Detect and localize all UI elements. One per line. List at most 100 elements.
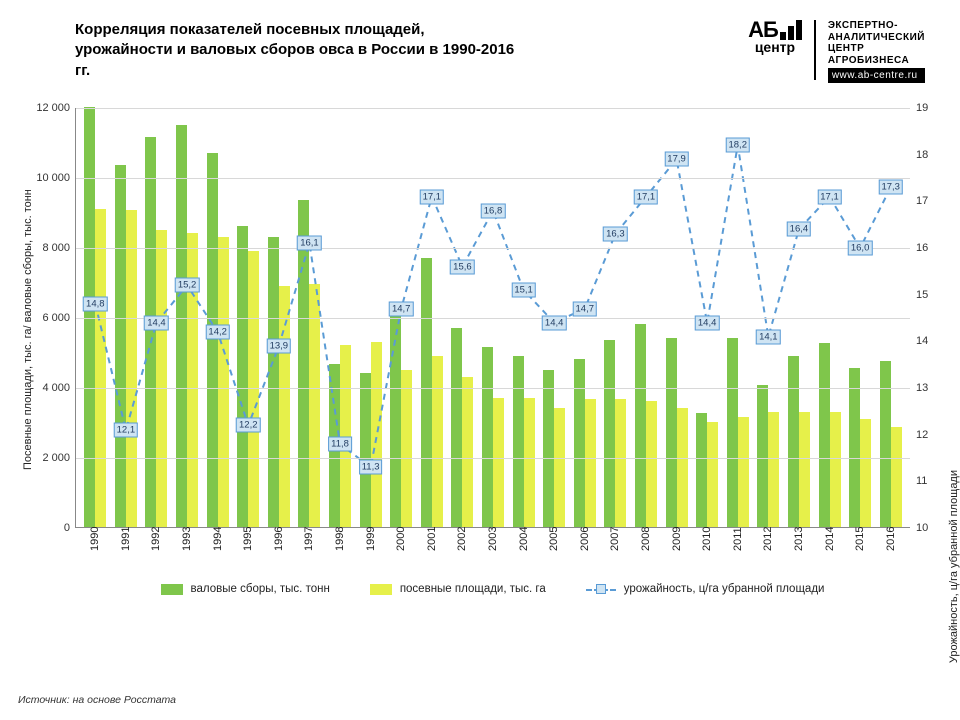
bar-area bbox=[156, 230, 167, 528]
y1-axis-title: Посевные площади, тыс. га/ валовые сборы… bbox=[22, 189, 34, 470]
x-tick-label: 2014 bbox=[824, 527, 836, 551]
y1-tick-label: 8 000 bbox=[42, 242, 76, 254]
bar-gross bbox=[574, 359, 585, 527]
legend-gross: валовые сборы, тыс. тонн bbox=[161, 583, 330, 595]
legend-area: посевные площади, тыс. га bbox=[370, 583, 546, 595]
y2-tick-label: 12 bbox=[910, 429, 928, 441]
plot-area: 1990199119921993199419951996199719981999… bbox=[75, 108, 910, 528]
x-tick-label: 2005 bbox=[548, 527, 560, 551]
y2-tick-label: 14 bbox=[910, 335, 928, 347]
y2-tick-label: 18 bbox=[910, 149, 928, 161]
bar-area bbox=[738, 417, 749, 527]
x-tick-label: 1993 bbox=[181, 527, 193, 551]
bar-gross bbox=[145, 137, 156, 527]
bar-area bbox=[891, 427, 902, 527]
y1-tick-label: 0 bbox=[64, 522, 76, 534]
y1-tick-label: 12 000 bbox=[36, 102, 76, 114]
bar-area bbox=[707, 422, 718, 527]
gridline bbox=[76, 178, 910, 179]
x-tick-label: 2006 bbox=[579, 527, 591, 551]
x-tick-label: 2007 bbox=[609, 527, 621, 551]
bar-area bbox=[218, 237, 229, 528]
bar-area bbox=[401, 370, 412, 528]
bar-gross bbox=[390, 315, 401, 527]
yield-marker: 16,8 bbox=[481, 203, 506, 218]
yield-marker: 15,6 bbox=[450, 259, 475, 274]
bar-gross bbox=[880, 361, 891, 527]
logo: АБ центр ЭКСПЕРТНО- АНАЛИТИЧЕСКИЙ ЦЕНТР … bbox=[748, 20, 925, 83]
x-tick-label: 1995 bbox=[242, 527, 254, 551]
bar-gross bbox=[819, 343, 830, 527]
yield-marker: 12,1 bbox=[114, 423, 139, 438]
bar-gross bbox=[635, 324, 646, 527]
yield-marker: 15,2 bbox=[175, 278, 200, 293]
yield-marker: 11,8 bbox=[328, 437, 352, 452]
y2-axis-title: Урожайность, ц/га убранной площади bbox=[948, 470, 960, 663]
x-tick-label: 2010 bbox=[701, 527, 713, 551]
yield-marker: 14,2 bbox=[205, 325, 230, 340]
x-tick-label: 2004 bbox=[518, 527, 530, 551]
yield-marker: 11,3 bbox=[359, 460, 383, 475]
bar-area bbox=[799, 412, 810, 528]
y2-tick-label: 16 bbox=[910, 242, 928, 254]
bar-area bbox=[768, 412, 779, 528]
bar-gross bbox=[115, 165, 126, 527]
yield-marker: 14,4 bbox=[542, 315, 567, 330]
bar-area bbox=[646, 401, 657, 527]
logo-tagline: ЭКСПЕРТНО- АНАЛИТИЧЕСКИЙ ЦЕНТР АГРОБИЗНЕ… bbox=[828, 20, 925, 83]
gridline bbox=[76, 318, 910, 319]
bar-area bbox=[860, 419, 871, 528]
yield-marker: 16,3 bbox=[603, 227, 628, 242]
x-tick-label: 1994 bbox=[212, 527, 224, 551]
x-tick-label: 1990 bbox=[89, 527, 101, 551]
bar-gross bbox=[421, 258, 432, 528]
y2-tick-label: 13 bbox=[910, 382, 928, 394]
bar-gross bbox=[543, 370, 554, 528]
y2-tick-label: 11 bbox=[910, 475, 927, 487]
x-tick-label: 2015 bbox=[854, 527, 866, 551]
logo-bars-icon bbox=[780, 20, 802, 40]
yield-marker: 14,7 bbox=[573, 301, 598, 316]
y2-tick-label: 15 bbox=[910, 289, 928, 301]
x-tick-label: 2003 bbox=[487, 527, 499, 551]
bar-gross bbox=[788, 356, 799, 528]
yield-marker: 15,1 bbox=[511, 283, 536, 298]
swatch-area bbox=[370, 584, 392, 595]
yield-marker: 17,1 bbox=[817, 189, 842, 204]
y2-tick-label: 19 bbox=[910, 102, 928, 114]
bar-area bbox=[677, 408, 688, 527]
x-tick-label: 2011 bbox=[732, 527, 744, 551]
logo-url: www.ab-centre.ru bbox=[828, 68, 925, 83]
yield-marker: 14,7 bbox=[389, 301, 414, 316]
bar-gross bbox=[451, 328, 462, 528]
x-tick-label: 2008 bbox=[640, 527, 652, 551]
yield-marker: 12,2 bbox=[236, 418, 261, 433]
bar-area bbox=[371, 342, 382, 528]
yield-marker: 14,4 bbox=[695, 315, 720, 330]
yield-marker: 17,3 bbox=[878, 180, 903, 195]
source-note: Источник: на основе Росстата bbox=[18, 694, 176, 706]
yield-marker: 17,1 bbox=[634, 189, 659, 204]
bar-gross bbox=[849, 368, 860, 527]
x-tick-label: 2012 bbox=[762, 527, 774, 551]
bar-area bbox=[554, 408, 565, 527]
yield-marker: 16,4 bbox=[787, 222, 812, 237]
x-tick-label: 2002 bbox=[456, 527, 468, 551]
yield-marker: 14,4 bbox=[144, 315, 169, 330]
chart-title: Корреляция показателей посевных площадей… bbox=[75, 20, 525, 81]
swatch-gross bbox=[161, 584, 183, 595]
legend-yield-label: урожайность, ц/га убранной площади bbox=[624, 583, 825, 595]
bar-gross bbox=[207, 153, 218, 528]
x-tick-label: 2016 bbox=[885, 527, 897, 551]
y1-tick-label: 10 000 bbox=[36, 172, 76, 184]
yield-marker: 14,8 bbox=[83, 297, 108, 312]
x-tick-label: 1998 bbox=[334, 527, 346, 551]
y1-tick-label: 4 000 bbox=[42, 382, 76, 394]
bar-gross bbox=[176, 125, 187, 528]
bar-area bbox=[615, 399, 626, 527]
bar-area bbox=[493, 398, 504, 528]
bar-gross bbox=[84, 107, 95, 527]
bar-area bbox=[309, 284, 320, 527]
yield-marker: 17,9 bbox=[664, 152, 689, 167]
x-tick-label: 1999 bbox=[365, 527, 377, 551]
